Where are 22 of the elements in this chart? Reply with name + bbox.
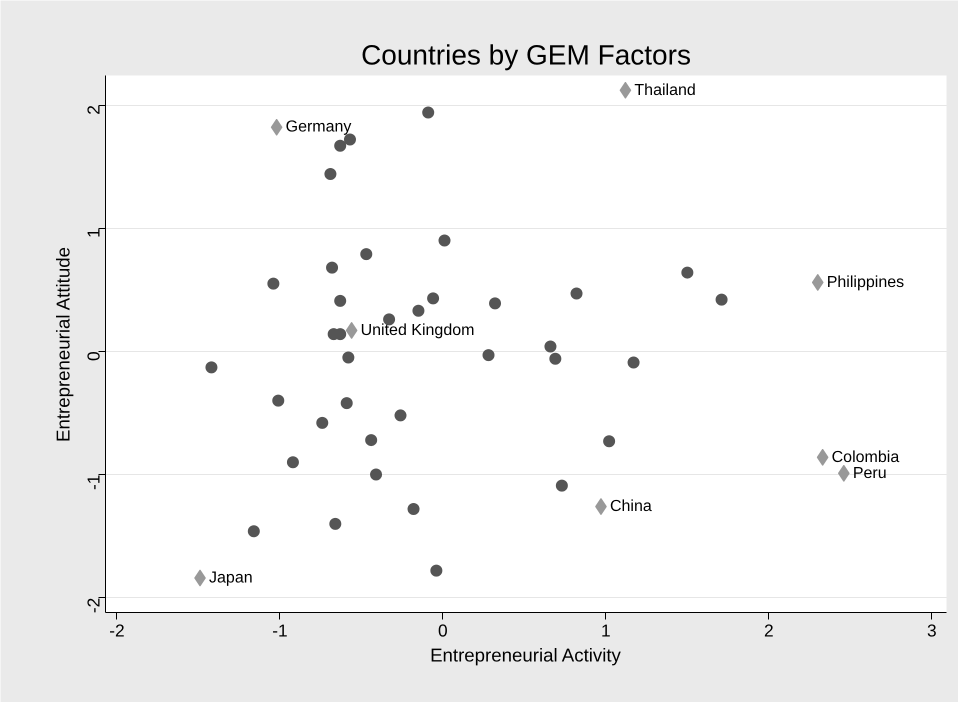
x-axis-title: Entrepreneurial Activity: [430, 644, 622, 666]
y-tick-label: 1: [84, 228, 104, 238]
x-tick-label: 1: [601, 620, 611, 640]
x-tick-label: 0: [438, 620, 448, 640]
data-label: China: [610, 498, 652, 516]
data-label: Thailand: [634, 82, 696, 99]
data-label: Germany: [286, 118, 352, 136]
chart-title: Countries by GEM Factors: [361, 40, 691, 70]
x-tick-label: 3: [927, 620, 937, 640]
x-tick-label: -2: [109, 620, 125, 640]
data-label: Peru: [852, 464, 887, 482]
data-label: Colombia: [832, 448, 900, 466]
data-label: Japan: [209, 570, 253, 587]
y-tick-label: 0: [84, 351, 104, 362]
y-tick-label: 2: [84, 105, 104, 115]
y-tick-label: -2: [84, 598, 104, 614]
data-label: United Kingdom: [360, 322, 474, 339]
x-tick-label: 2: [764, 620, 774, 640]
x-tick-label: -1: [272, 620, 288, 640]
y-axis-title: Entrepreneurial Attitude: [52, 247, 74, 442]
y-tick-label: -1: [84, 474, 104, 490]
data-label: Philippines: [826, 274, 904, 291]
